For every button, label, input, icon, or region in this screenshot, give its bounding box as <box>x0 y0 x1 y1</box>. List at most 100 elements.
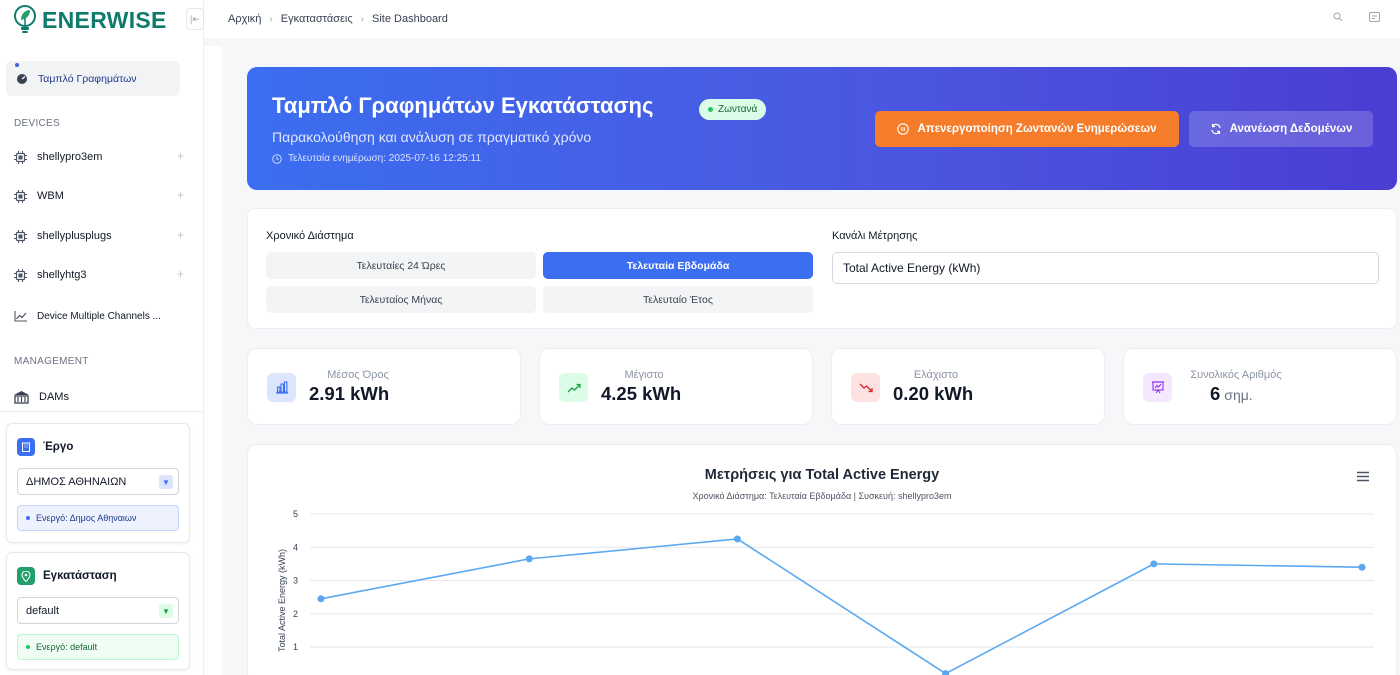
site-card: Εγκατάσταση default ▼ Ενεργό: default <box>6 552 190 670</box>
project-active-label: Ενεργό: Δημος Αθηναιων <box>36 513 137 523</box>
gutter <box>204 46 222 675</box>
dashboard-icon <box>17 73 27 84</box>
main-content: Ταμπλό Γραφημάτων Εγκατάστασης Ζωντανά Π… <box>222 46 1400 675</box>
range-24h-button[interactable]: Τελευταίες 24 Ώρες <box>266 252 536 279</box>
stat-card-min: Ελάχιστο 0.20 kWh <box>831 348 1105 425</box>
data-point[interactable] <box>942 670 950 675</box>
devices-section-title: DEVICES <box>14 118 61 129</box>
bar-chart-icon <box>267 373 296 402</box>
project-select[interactable]: ΔΗΜΟΣ ΑΘΗΝΑΙΩΝ ▼ <box>17 468 179 495</box>
plus-icon[interactable]: + <box>176 228 184 242</box>
range-week-button[interactable]: Τελευταία Εβδομάδα <box>543 252 813 279</box>
y-tick-label: 1 <box>293 642 298 652</box>
site-select-value: default <box>26 604 60 617</box>
stat-card-max: Μέγιστο 4.25 kWh <box>539 348 813 425</box>
line-chart: 1 2 3 4 5 Total Active Energy (kWh) <box>277 509 1374 675</box>
chip-icon <box>14 150 27 164</box>
range-year-button[interactable]: Τελευταίο Έτος <box>543 286 813 313</box>
hero-banner: Ταμπλό Γραφημάτων Εγκατάστασης Ζωντανά Π… <box>247 67 1397 190</box>
device-label: shellyhtg3 <box>37 269 87 281</box>
data-point[interactable] <box>1150 560 1158 568</box>
channel-select[interactable]: Total Active Energy (kWh) <box>832 252 1379 284</box>
site-select[interactable]: default ▼ <box>17 597 179 624</box>
disable-live-updates-button[interactable]: Απενεργοποίηση Ζωντανών Ενημερώσεων <box>875 111 1179 147</box>
filters-card: Χρονικό Διάστημα Τελευταίες 24 Ώρες Τελε… <box>247 208 1397 329</box>
disable-live-updates-label: Απενεργοποίηση Ζωντανών Ενημερώσεων <box>917 123 1157 135</box>
stat-value-text: 0.20 kWh <box>893 383 974 404</box>
sidebar-item-device[interactable]: shellyplusplugs + <box>14 226 184 246</box>
window-icon[interactable] <box>1369 12 1380 22</box>
sidebar-item-multi-channels[interactable]: Device Multiple Channels ... <box>14 306 184 326</box>
plus-icon[interactable]: + <box>176 149 184 163</box>
data-point[interactable] <box>733 535 741 543</box>
chart-title: Μετρήσεις για Total Active Energy <box>704 467 940 483</box>
location-pin-icon <box>17 567 35 585</box>
y-axis-label: Total Active Energy (kWh) <box>277 549 287 652</box>
chip-icon <box>14 229 27 243</box>
site-active-label: Ενεργό: default <box>36 642 98 652</box>
data-point[interactable] <box>1358 563 1366 571</box>
chart-card: Μετρήσεις για Total Active Energy Χρονικ… <box>247 444 1397 675</box>
stat-value-text: 4.25 kWh <box>601 383 682 404</box>
breadcrumb-home[interactable]: Αρχική <box>228 13 262 25</box>
stat-value-text: 6 <box>1210 383 1221 404</box>
live-status-badge: Ζωντανά <box>699 99 767 120</box>
hamburger-menu-icon[interactable] <box>1356 471 1370 482</box>
management-section-title: MANAGEMENT <box>14 356 89 367</box>
plus-icon[interactable]: + <box>176 188 184 202</box>
line-chart-icon <box>14 310 27 322</box>
chevron-down-icon[interactable]: ▼ <box>159 604 173 618</box>
y-tick-label: 5 <box>293 509 298 519</box>
sidebar-item-label: Device Multiple Channels ... <box>37 310 161 322</box>
sidebar-item-device[interactable]: shellyhtg3 + <box>14 265 184 285</box>
sidebar-item-label: DAMs <box>39 391 69 403</box>
building-icon <box>14 390 29 404</box>
lightbulb-leaf-icon <box>14 5 36 33</box>
device-label: shellypro3em <box>37 151 103 163</box>
data-point[interactable] <box>317 595 325 603</box>
stat-value-text: 2.91 kWh <box>309 383 390 404</box>
project-card-title: Έργο <box>43 441 74 453</box>
search-icon[interactable] <box>1333 12 1343 22</box>
stat-value: 2.91 kWh <box>309 383 389 405</box>
last-update-label: Τελευταία ενημέρωση: 2025-07-16 12:25:11 <box>288 153 481 164</box>
data-point[interactable] <box>525 555 533 563</box>
page-title: Ταμπλό Γραφημάτων Εγκατάστασης <box>272 93 654 118</box>
y-tick-label: 4 <box>293 542 298 552</box>
divider <box>0 411 204 412</box>
refresh-data-label: Ανανέωση Δεδομένων <box>1229 123 1353 135</box>
stat-card-count: Συνολικός Αριθμός 6 σημ. <box>1123 348 1397 425</box>
range-month-button[interactable]: Τελευταίος Μήνας <box>266 286 536 313</box>
refresh-data-button[interactable]: Ανανέωση Δεδομένων <box>1189 111 1373 147</box>
plus-icon[interactable]: + <box>176 267 184 281</box>
stat-value: 6 σημ. <box>1210 383 1253 405</box>
collapse-sidebar-button[interactable]: |⇤ <box>186 8 204 30</box>
sidebar-item-dashboard[interactable]: Ταμπλό Γραφημάτων <box>6 61 180 96</box>
breadcrumb-sites[interactable]: Εγκαταστάσεις <box>280 13 353 25</box>
trend-down-icon <box>851 373 880 402</box>
top-actions <box>1333 12 1380 22</box>
chevron-right-icon: › <box>269 13 273 25</box>
breadcrumb-current: Site Dashboard <box>372 13 448 25</box>
site-active-badge: Ενεργό: default <box>17 634 179 660</box>
brand-logo[interactable]: ENERWISE <box>12 4 167 36</box>
stat-label: Μέγιστο <box>624 369 664 381</box>
sidebar: ENERWISE |⇤ Ταμπλό Γραφημάτων DEVICES sh… <box>0 0 204 675</box>
breadcrumb: Αρχική › Εγκαταστάσεις › Site Dashboard <box>228 13 448 25</box>
pause-icon <box>897 123 910 135</box>
stat-unit: σημ. <box>1224 387 1253 403</box>
project-select-value: ΔΗΜΟΣ ΑΘΗΝΑΙΩΝ <box>26 475 127 488</box>
stat-card-average: Μέσος Όρος 2.91 kWh <box>247 348 521 425</box>
stat-label: Μέσος Όρος <box>327 369 389 381</box>
building-icon <box>17 438 35 456</box>
sidebar-item-dams[interactable]: DAMs <box>14 387 184 407</box>
trend-up-icon <box>559 373 588 402</box>
clock-icon <box>272 153 282 164</box>
chevron-down-icon[interactable]: ▼ <box>159 475 173 489</box>
page-subtitle: Παρακολούθηση και ανάλυση σε πραγματικό … <box>272 129 592 145</box>
stat-label: Ελάχιστο <box>913 369 959 381</box>
chip-icon <box>14 189 27 203</box>
project-active-badge: Ενεργό: Δημος Αθηναιων <box>17 505 179 531</box>
sidebar-item-device[interactable]: shellypro3em + <box>14 147 184 167</box>
sidebar-item-device[interactable]: WBM + <box>14 186 184 206</box>
